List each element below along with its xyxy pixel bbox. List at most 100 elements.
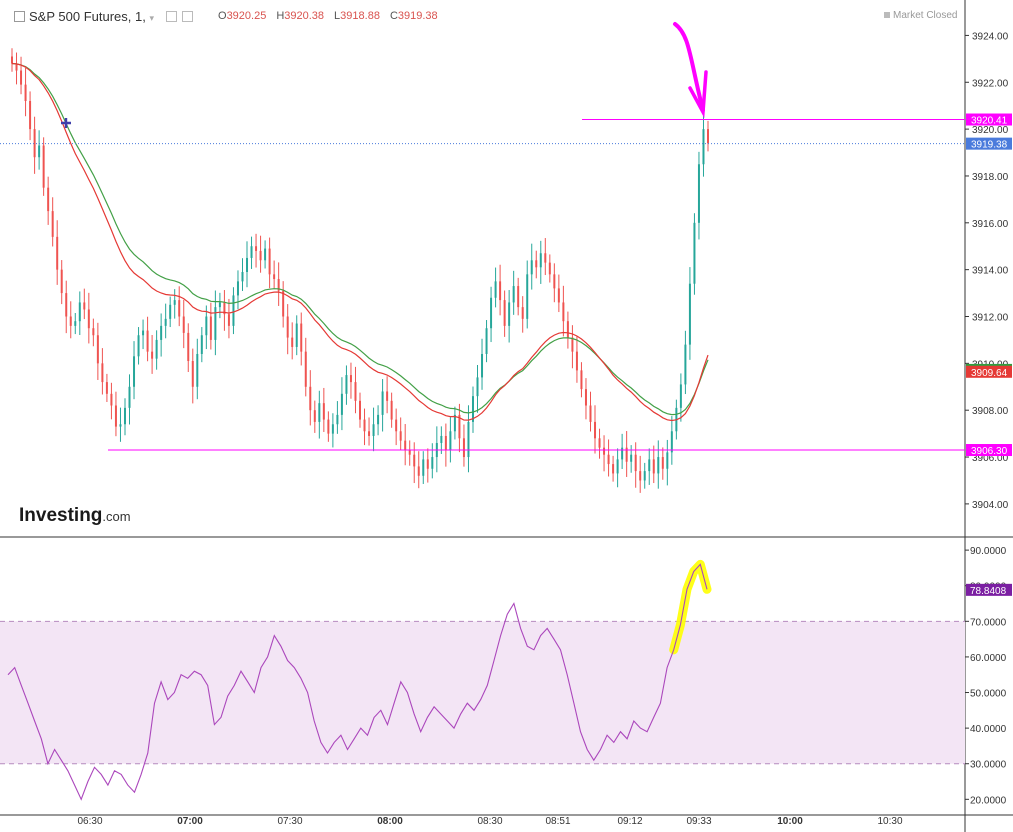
candle-body (349, 375, 352, 383)
crosshair-marker-icon[interactable] (61, 118, 71, 128)
candle-body (151, 351, 154, 359)
candle-body (702, 129, 705, 165)
ohlc-readout: O3920.25 H3920.38 L3918.88 C3919.38 (218, 10, 448, 22)
candle-body (300, 323, 303, 352)
high-label: H (276, 10, 285, 22)
settings-icon[interactable] (165, 11, 177, 22)
price-badge-label: 3909.64 (971, 368, 1008, 379)
candle-body (603, 447, 606, 455)
candle-body (566, 321, 569, 338)
close-icon[interactable] (182, 11, 194, 22)
candle-body (160, 325, 163, 340)
price-tick-label: 3924.00 (972, 31, 1009, 42)
candle-body (133, 356, 136, 387)
candle-body (142, 330, 145, 336)
candle-body (553, 274, 556, 289)
rsi-tick-label: 40.0000 (970, 724, 1007, 735)
candle-body (128, 386, 131, 408)
candle-body (295, 323, 298, 347)
candle-body (535, 260, 538, 268)
price-tick-label: 3914.00 (972, 266, 1009, 277)
candle-body (670, 431, 673, 453)
price-badge (966, 137, 1012, 150)
candle-body (345, 375, 348, 394)
time-tick-label: 08:51 (545, 816, 570, 827)
candle-body (575, 351, 578, 371)
price-tick-label: 3918.00 (972, 172, 1009, 183)
candle-body (83, 302, 86, 310)
investing-logo: Investing.com (19, 505, 131, 527)
candle-body (661, 457, 664, 469)
candle-body (580, 370, 583, 390)
candle-body (521, 307, 524, 319)
candle-body (625, 447, 628, 462)
time-tick-label: 10:30 (877, 816, 902, 827)
close-value: 3919.38 (397, 10, 438, 22)
candle-body (313, 410, 316, 422)
rsi-tick-label: 50.0000 (970, 689, 1007, 700)
candle-body (78, 302, 81, 322)
rsi-tick-label: 20.0000 (970, 795, 1007, 806)
logo-suffix: .com (102, 509, 131, 524)
candle-body (679, 384, 682, 408)
price-badge (966, 113, 1012, 126)
candle-body (291, 337, 294, 347)
candle-body (607, 454, 610, 465)
candle-body (331, 424, 334, 434)
candle-body (11, 56, 13, 64)
rsi-band (0, 621, 965, 764)
candle-body (218, 302, 221, 308)
candle-body (616, 459, 619, 474)
candle-body (598, 438, 601, 448)
annotation-arrow-shaft (673, 22, 705, 112)
candle-body (562, 302, 565, 322)
candle-body (169, 304, 172, 319)
low-label: L (334, 10, 341, 22)
candle-body (327, 419, 330, 434)
candle-body (584, 389, 587, 406)
candle-body (422, 459, 425, 476)
candle-body (96, 335, 99, 364)
candle-body (38, 145, 41, 158)
symbol-title[interactable]: S&P 500 Futures, 1, ▾ (14, 9, 194, 24)
candle-body (15, 63, 18, 71)
candle-body (557, 288, 560, 303)
candle-body (693, 222, 696, 284)
candle-body (431, 457, 434, 469)
candle-body (657, 457, 660, 474)
candle-body (612, 464, 615, 474)
candle-body (697, 164, 700, 223)
rsi-tick-label: 70.0000 (970, 617, 1007, 628)
candle-body (69, 316, 72, 326)
candle-body (42, 145, 45, 188)
candle-body (526, 274, 529, 319)
candle-body (503, 300, 506, 326)
time-tick-label: 08:00 (377, 816, 403, 827)
chevron-down-icon[interactable]: ▾ (149, 13, 154, 23)
candle-body (652, 459, 655, 474)
candle-body (372, 424, 375, 436)
candle-body (155, 339, 158, 359)
candle-body (56, 236, 59, 270)
ema-red-line (11, 62, 709, 422)
price-badge-label: 3919.38 (971, 140, 1008, 151)
chart-header: S&P 500 Futures, 1, ▾ O3920.25 H3920.38 L3… (0, 0, 1013, 34)
collapse-icon[interactable] (14, 11, 25, 22)
candle-body (101, 363, 104, 383)
candle-body (458, 414, 461, 439)
interval-label: 1, (135, 9, 146, 24)
candle-body (390, 400, 393, 420)
candle-body (630, 454, 633, 462)
candle-body (639, 471, 642, 481)
candle-body (318, 403, 321, 422)
candle-body (377, 414, 380, 425)
candle-body (621, 447, 624, 460)
candle-body (227, 314, 230, 326)
symbol-name: S&P 500 Futures (29, 9, 128, 24)
candle-body (666, 452, 669, 469)
candle-body (87, 309, 90, 329)
candle-body (205, 316, 208, 336)
price-tick-label: 3904.00 (972, 500, 1009, 511)
